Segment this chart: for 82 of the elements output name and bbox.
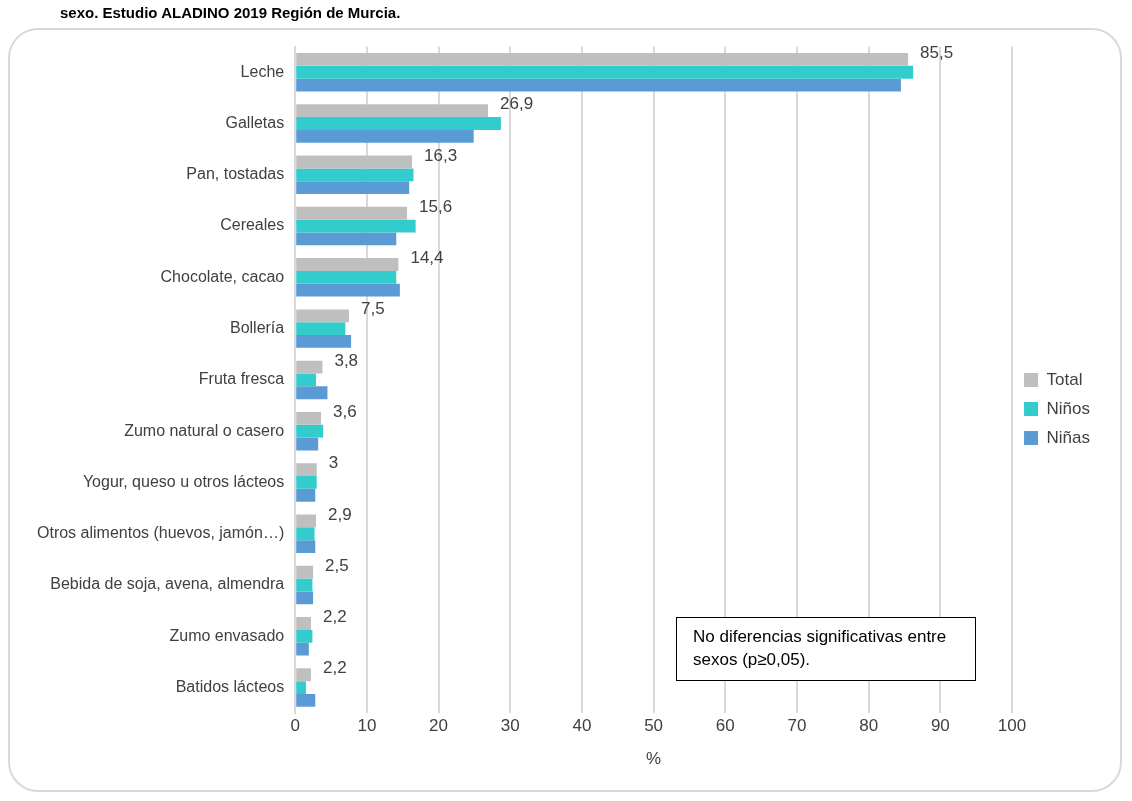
x-tick-label: 30	[500, 716, 520, 736]
bar	[296, 565, 314, 579]
bar	[296, 476, 317, 489]
bar	[296, 335, 352, 348]
y-tick-label: Bebida de soja, avena, almendra	[50, 575, 285, 593]
x-tick-label: 10	[357, 716, 377, 736]
bar	[296, 540, 316, 553]
bar	[296, 65, 914, 79]
bar	[296, 232, 397, 246]
y-tick-label: Zumo natural o casero	[124, 421, 285, 439]
data-label: 3	[328, 453, 339, 473]
bar	[296, 463, 317, 477]
data-label: 3,6	[333, 402, 357, 422]
bar	[296, 322, 346, 336]
data-label: 7,5	[360, 299, 385, 319]
data-label: 15,6	[419, 196, 453, 216]
bar	[296, 386, 328, 400]
bar	[296, 617, 311, 630]
y-tick-label: Pan, tostadas	[186, 165, 285, 183]
data-label: 3,8	[334, 350, 359, 370]
x-tick-label: 80	[859, 716, 879, 736]
bar	[296, 283, 400, 297]
bar	[296, 514, 316, 528]
note-box: No diferencias significativas entre sexos (p≥0,05).	[676, 617, 976, 681]
bar	[296, 488, 316, 502]
bar	[296, 527, 315, 541]
legend-label: Niñas	[1046, 427, 1091, 447]
bar	[296, 681, 306, 694]
data-label: 14,4	[410, 248, 444, 268]
y-tick-label: Leche	[240, 62, 285, 80]
y-tick-label: Bollería	[229, 319, 285, 337]
y-tick-label: Zumo envasado	[169, 626, 285, 644]
legend-label: Total	[1046, 369, 1083, 389]
bar	[296, 117, 501, 130]
bar	[296, 693, 316, 707]
bar	[296, 373, 316, 387]
y-tick-label: Batidos lácteos	[175, 677, 285, 695]
bar	[296, 668, 311, 682]
bar	[296, 411, 322, 425]
data-label: 2,2	[322, 607, 347, 627]
data-label: 2,2	[322, 658, 347, 678]
x-tick-label: 60	[715, 716, 735, 736]
y-tick-label: Galletas	[225, 113, 285, 131]
x-tick-label: 50	[644, 716, 664, 736]
bar	[296, 578, 313, 592]
data-label: 16,3	[424, 145, 458, 165]
x-tick-label: 90	[930, 716, 950, 736]
bar	[296, 437, 319, 451]
y-tick-label: Chocolate, cacao	[160, 267, 285, 285]
bar	[296, 258, 399, 271]
data-label: 85,5	[920, 43, 954, 63]
y-tick-label: Yogur, queso u otros lácteos	[82, 472, 285, 490]
bar	[296, 181, 410, 195]
bar	[296, 78, 901, 92]
bar	[296, 270, 397, 284]
x-tick-label: 100	[997, 716, 1027, 736]
legend-label: Niños	[1046, 398, 1091, 418]
bar	[296, 360, 323, 374]
x-tick-label: 70	[787, 716, 807, 736]
bar	[296, 219, 416, 233]
y-tick-label: Fruta fresca	[198, 370, 285, 388]
y-tick-label: Cereales	[220, 216, 285, 234]
bar	[296, 168, 414, 182]
x-tick-label: 0	[290, 716, 300, 736]
bar	[296, 591, 314, 605]
bar	[296, 155, 413, 169]
x-tick-label: 20	[429, 716, 449, 736]
bar	[296, 104, 489, 118]
bar	[296, 629, 313, 643]
x-axis-title: %	[646, 749, 662, 769]
bar	[296, 206, 408, 220]
bar	[296, 129, 474, 143]
bar	[296, 642, 309, 656]
data-label: 2,5	[325, 555, 349, 575]
data-label: 2,9	[327, 504, 352, 524]
y-tick-label: Otros alimentos (huevos, jamón…)	[37, 524, 285, 542]
data-label: 26,9	[500, 94, 534, 114]
chart-title: sexo. Estudio ALADINO 2019 Región de Murcia.	[60, 4, 401, 21]
bar	[296, 309, 349, 323]
bar	[296, 53, 909, 66]
bar	[296, 424, 324, 438]
x-tick-label: 40	[572, 716, 592, 736]
